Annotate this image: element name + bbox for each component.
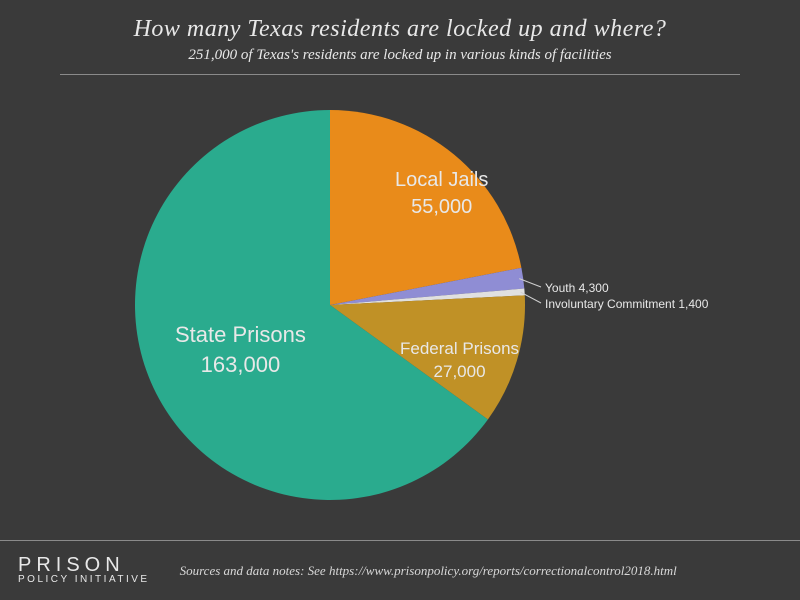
label-local-jails: Local Jails55,000 <box>395 167 488 221</box>
label-involuntary-commitment: Involuntary Commitment 1,400 <box>545 296 708 313</box>
label-value: 27,000 <box>400 361 519 384</box>
logo: PRISON POLICY INITIATIVE <box>18 556 150 585</box>
pie-chart: Local Jails55,000 Youth 4,300Involuntary … <box>0 75 800 515</box>
label-federal-prisons: Federal Prisons27,000 <box>400 338 519 384</box>
page-title: How many Texas residents are locked up a… <box>0 0 800 43</box>
label-youth: Youth 4,300 <box>545 280 609 297</box>
footer: PRISON POLICY INITIATIVE Sources and dat… <box>0 540 800 600</box>
label-value: 163,000 <box>175 350 306 380</box>
label-name: Federal Prisons <box>400 338 519 361</box>
label-name: State Prisons <box>175 320 306 350</box>
pie-svg <box>0 75 800 515</box>
source-note: Sources and data notes: See https://www.… <box>180 563 677 579</box>
label-name: Local Jails <box>395 167 488 194</box>
logo-line1: PRISON <box>18 556 150 575</box>
label-value: 55,000 <box>395 194 488 221</box>
label-state-prisons: State Prisons163,000 <box>175 320 306 379</box>
logo-line2: POLICY INITIATIVE <box>18 575 150 585</box>
page-subtitle: 251,000 of Texas's residents are locked … <box>60 43 740 75</box>
